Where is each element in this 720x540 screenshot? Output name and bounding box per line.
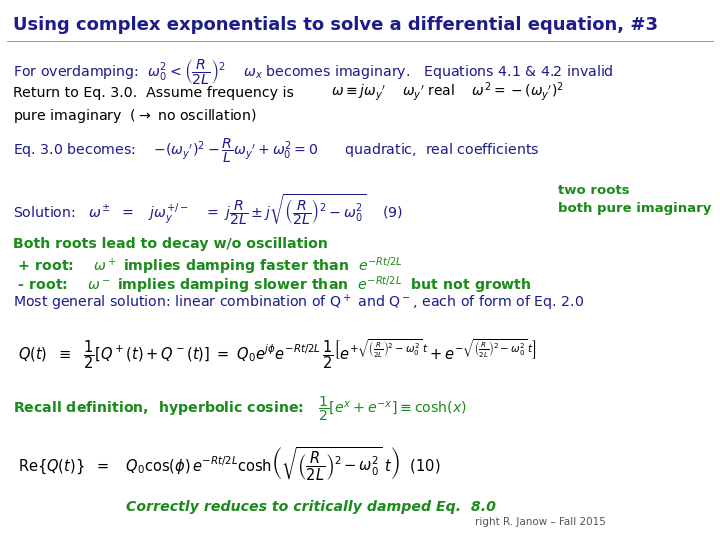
Text: Most general solution: linear combination of Q$^+$ and Q$^-$, each of form of Eq: Most general solution: linear combinatio…	[13, 293, 584, 313]
Text: $Q(t)$  $\equiv$  $\dfrac{1}{2}\left[Q^+(t)+Q^-(t)\right]$ $=$ $Q_0 e^{j\phi}e^{: $Q(t)$ $\equiv$ $\dfrac{1}{2}\left[Q^+(t…	[18, 338, 537, 372]
Text: Correctly reduces to critically damped Eq.  8.0: Correctly reduces to critically damped E…	[126, 500, 496, 514]
Text: right R. Janow – Fall 2015: right R. Janow – Fall 2015	[475, 517, 606, 528]
Text: Using complex exponentials to solve a differential equation, #3: Using complex exponentials to solve a di…	[13, 16, 658, 34]
Text: Both roots lead to decay w/o oscillation: Both roots lead to decay w/o oscillation	[13, 237, 328, 251]
Text: $\mathrm{Re}\{Q(t)\}$  $=$   $Q_0\cos(\phi)\,e^{-Rt/2L}\cosh\!\left(\sqrt{\left(: $\mathrm{Re}\{Q(t)\}$ $=$ $Q_0\cos(\phi)…	[18, 446, 441, 483]
Text: Recall definition,  hyperbolic cosine:   $\dfrac{1}{2}\left[e^x+e^{-x}\right]\eq: Recall definition, hyperbolic cosine: $\…	[13, 394, 467, 423]
Text: - root:    $\omega^-$ implies damping slower than  $e^{-Rt/2L}$  but not growth: - root: $\omega^-$ implies damping slowe…	[13, 274, 531, 296]
Text: Eq. 3.0 becomes:    $-(\omega_y{}')^2 - \dfrac{R}{L}\omega_y{}' + \omega_0^2 = 0: Eq. 3.0 becomes: $-(\omega_y{}')^2 - \df…	[13, 136, 539, 165]
Text: Return to Eq. 3.0.  Assume frequency is
pure imaginary  ($\rightarrow$ no oscill: Return to Eq. 3.0. Assume frequency is p…	[13, 86, 294, 125]
Text: $\omega \equiv j\omega_y{}'$    $\omega_y{}'$ real    $\omega^2 = -(\omega_y{}'): $\omega \equiv j\omega_y{}'$ $\omega_y{}…	[331, 80, 564, 103]
Text: Solution:   $\omega^{\pm}$  $=$   $j\omega_y^{+/-}$   $=$ $j\dfrac{R}{2L} \pm j\: Solution: $\omega^{\pm}$ $=$ $j\omega_y^…	[13, 192, 403, 227]
Text: For overdamping:  $\omega_0^2 < \left(\dfrac{R}{2L}\right)^2$    $\omega_x$ beco: For overdamping: $\omega_0^2 < \left(\df…	[13, 57, 613, 86]
Text: + root:    $\omega^+$ implies damping faster than  $e^{-Rt/2L}$: + root: $\omega^+$ implies damping faste…	[13, 255, 402, 277]
Text: two roots
both pure imaginary: two roots both pure imaginary	[558, 184, 711, 214]
